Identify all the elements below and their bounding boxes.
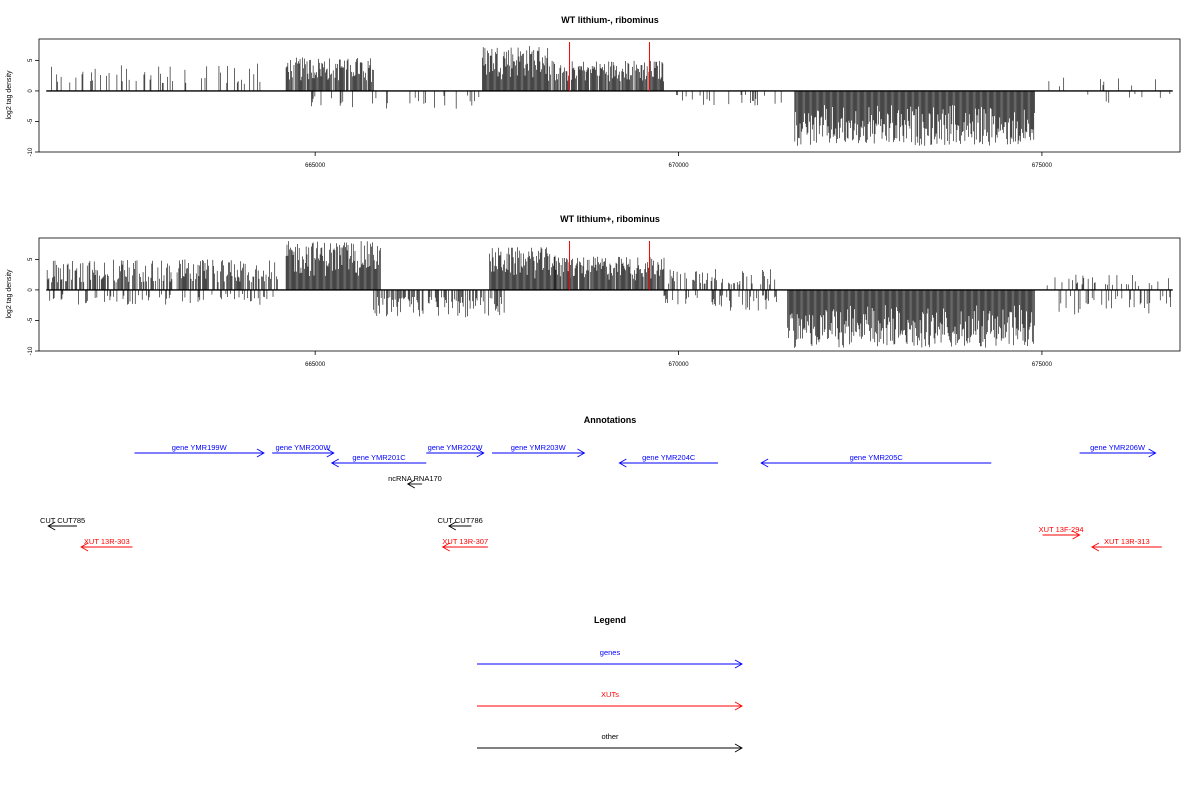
feature-arrow: XUT 13R-307 [441,537,488,552]
x-tick-label: 670000 [669,362,690,368]
legend-title: Legend [594,615,626,625]
x-tick-label: 670000 [669,163,690,169]
legend-arrow-head [734,659,743,669]
annotations-title: Annotations [584,415,637,425]
feature-arrow: gene YMR203W [492,443,586,458]
arrow-head [760,458,769,468]
arrow-head [1148,448,1157,458]
feature-label: ncRNA RNA170 [388,474,442,483]
x-tick-label: 665000 [305,163,326,169]
feature-arrow: gene YMR204C [618,453,718,468]
legend-arrow-head [734,743,743,753]
arrow-head [618,458,627,468]
x-tick-label: 675000 [1032,163,1053,169]
plot-frame [38,38,1181,153]
feature-group: gene YMR199W gene YMR200W gene YMR201C gene… [40,443,1162,552]
feature-label: XUT 13F-294 [1039,525,1084,534]
arrow-head [476,448,485,458]
feature-label: gene YMR206W [1090,443,1146,452]
bar-group [51,46,1171,146]
feature-label: XUT 13R-313 [1104,537,1150,546]
feature-label: gene YMR201C [352,453,406,462]
feature-label: gene YMR204C [642,453,696,462]
y-axis-label: log2 tag density [6,269,13,319]
y-tick-label: -10 [28,346,34,355]
legend: Legend genes XUTs other [477,615,743,753]
feature-label: gene YMR205C [850,453,904,462]
arrow-head [256,448,265,458]
feature-arrow: gene YMR202W [426,443,485,458]
legend-label: XUTs [601,690,619,699]
feature-arrow: gene YMR200W [272,443,335,458]
feature-arrow: XUT 13R-313 [1091,537,1162,552]
annotations-panel: Annotations gene YMR199W gene YMR200Wgene… [40,415,1162,552]
arrow-head [577,448,586,458]
arrow-head [330,458,339,468]
legend-arrow-head [734,701,743,711]
y-tick-label: 5 [28,58,34,62]
feature-label: gene YMR203W [511,443,567,452]
y-tick-label: -5 [28,118,34,124]
feature-arrow: ncRNA RNA170 [388,474,442,489]
feature-label: CUT CUT785 [40,516,85,525]
feature-arrow: XUT 13R-303 [80,537,133,552]
arrow-head [80,542,89,552]
arrow-head [1091,542,1100,552]
y-axis-label: log2 tag density [6,70,13,120]
y-tick-label: 0 [28,89,34,93]
plot-frame [38,237,1181,352]
feature-arrow: XUT 13F-294 [1039,525,1084,540]
track-panel-lithium-minus: WT lithium-, ribominus log2 tag density … [6,15,1181,169]
arrow-head [47,521,56,531]
legend-label: genes [600,648,621,657]
feature-arrow: gene YMR205C [760,453,992,468]
y-tick-label: 0 [28,288,34,292]
legend-item: genes [477,648,743,669]
legend-items: genes XUTs other [477,648,743,753]
feature-label: CUT CUT786 [438,516,483,525]
legend-label: other [601,732,619,741]
feature-arrow: gene YMR201C [330,453,427,468]
feature-label: gene YMR200W [276,443,332,452]
feature-label: XUT 13R-303 [84,537,130,546]
feature-arrow: gene YMR206W [1079,443,1157,458]
feature-arrow: gene YMR199W [134,443,265,458]
x-tick-label: 675000 [1032,362,1053,368]
y-tick-label: -10 [28,147,34,156]
panel-title: WT lithium+, ribominus [560,214,660,224]
feature-label: gene YMR202W [428,443,484,452]
feature-arrow: CUT CUT786 [438,516,483,531]
y-tick-label: -5 [28,317,34,323]
x-tick-label: 665000 [305,362,326,368]
feature-label: XUT 13R-307 [442,537,488,546]
legend-item: other [477,732,743,753]
y-tick-label: 5 [28,257,34,261]
track-panel-lithium-plus: WT lithium+, ribominus log2 tag density … [6,214,1181,368]
bar-group [46,241,1171,348]
feature-arrow: CUT CUT785 [40,516,85,531]
arrow-head [326,448,335,458]
feature-label: gene YMR199W [172,443,228,452]
arrow-head [441,542,450,552]
arrow-head [447,521,457,531]
arrow-head [406,479,415,489]
panel-title: WT lithium-, ribominus [561,15,659,25]
legend-item: XUTs [477,690,743,711]
arrow-head [1072,530,1081,540]
